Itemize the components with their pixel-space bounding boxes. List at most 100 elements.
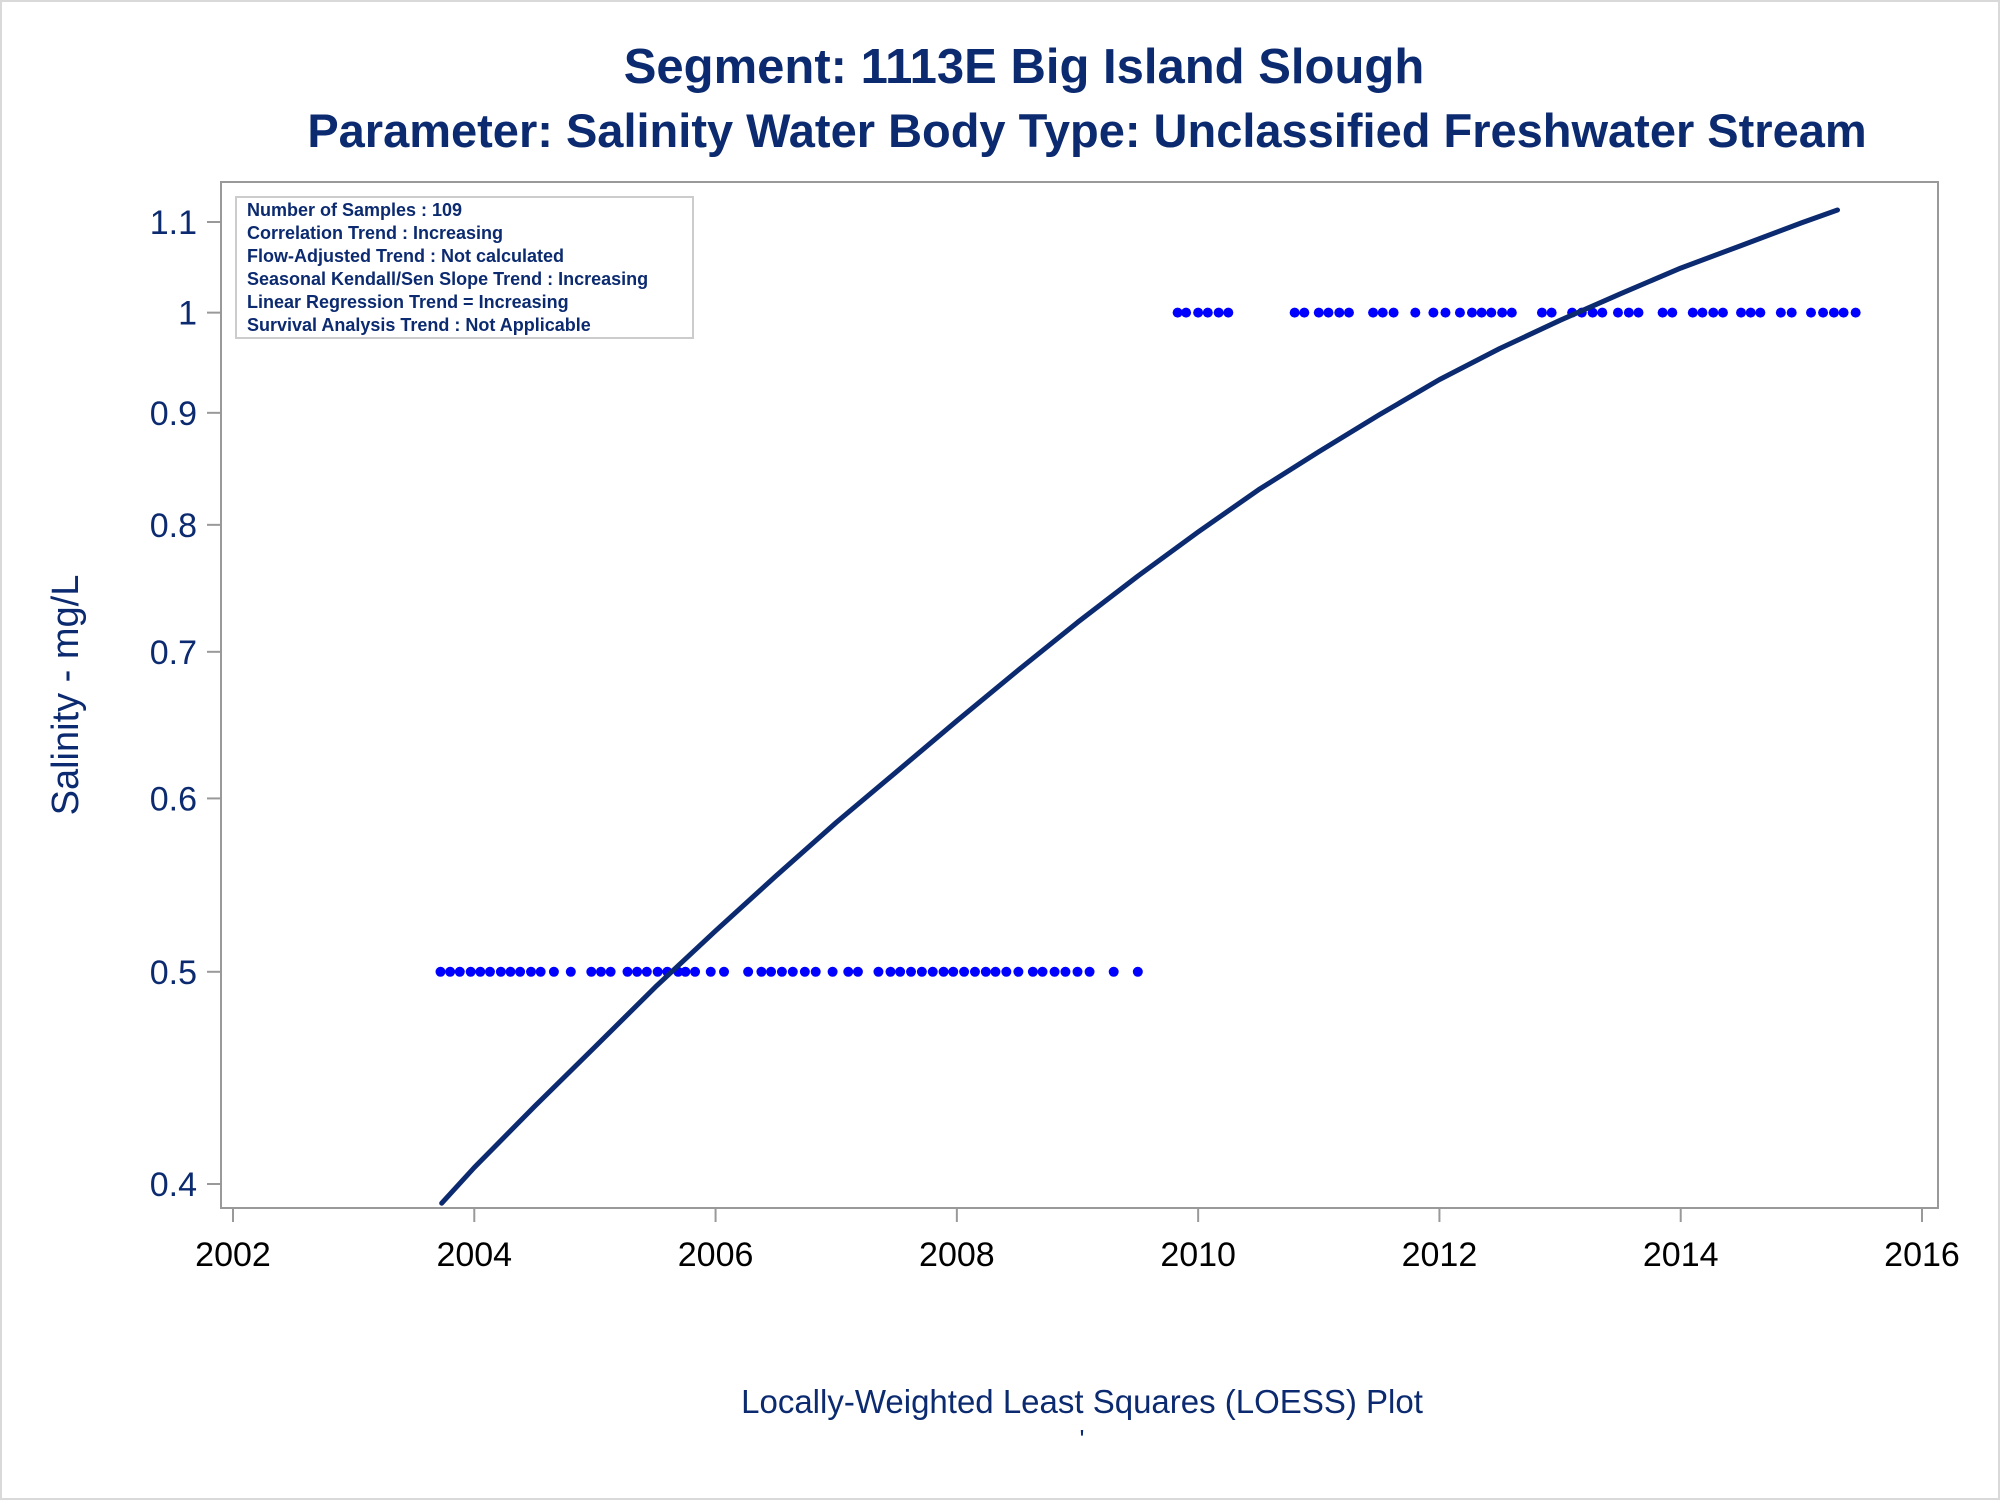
- stats-line-flow-adjusted: Flow-Adjusted Trend : Not calculated: [247, 246, 564, 266]
- data-point: [1440, 307, 1451, 318]
- data-point: [1428, 307, 1439, 318]
- footnote-mark: ': [1080, 1424, 1085, 1454]
- y-axis-label: Salinity - mg/L: [45, 575, 87, 816]
- data-point: [776, 966, 787, 977]
- stats-line-correlation: Correlation Trend : Increasing: [247, 223, 503, 243]
- y-tick-label: 0.6: [150, 780, 197, 818]
- data-point: [1506, 307, 1517, 318]
- data-point: [1049, 966, 1060, 977]
- x-tick-label: 2004: [436, 1236, 512, 1274]
- data-point: [1497, 307, 1508, 318]
- data-point: [843, 966, 854, 977]
- data-point: [586, 966, 597, 977]
- data-point: [1667, 307, 1678, 318]
- y-tick-label: 1.1: [150, 204, 197, 242]
- y-tick-label: 0.5: [150, 954, 197, 992]
- data-point: [1612, 307, 1623, 318]
- data-point: [535, 966, 546, 977]
- data-point: [1717, 307, 1728, 318]
- data-point: [1202, 307, 1213, 318]
- data-point: [525, 966, 536, 977]
- data-point: [873, 966, 884, 977]
- data-point: [1181, 307, 1192, 318]
- data-point: [948, 966, 959, 977]
- data-point: [959, 966, 970, 977]
- data-point: [1623, 307, 1634, 318]
- data-point: [990, 966, 1001, 977]
- data-point: [1687, 307, 1698, 318]
- data-point: [1013, 966, 1024, 977]
- data-point: [1343, 307, 1354, 318]
- x-tick-label: 2006: [678, 1236, 754, 1274]
- data-point: [1697, 307, 1708, 318]
- data-point: [595, 966, 606, 977]
- loess-line: [439, 207, 1840, 1206]
- data-point: [1786, 307, 1797, 318]
- data-point: [766, 966, 777, 977]
- data-point: [743, 966, 754, 977]
- data-point: [1806, 307, 1817, 318]
- data-point: [885, 966, 896, 977]
- stats-box: Number of Samples : 109 Correlation Tren…: [235, 196, 694, 339]
- data-point: [938, 966, 949, 977]
- data-point: [927, 966, 938, 977]
- data-point: [895, 966, 906, 977]
- y-tick-label: 0.4: [150, 1166, 197, 1204]
- data-point: [465, 966, 476, 977]
- loess-line-series: [439, 207, 1840, 1206]
- x-tick-label: 2002: [195, 1236, 271, 1274]
- data-point: [1476, 307, 1487, 318]
- data-point: [906, 966, 917, 977]
- data-point: [1132, 966, 1143, 977]
- data-point: [1454, 307, 1465, 318]
- data-point: [719, 966, 730, 977]
- data-point: [1818, 307, 1829, 318]
- stats-box-border: [235, 196, 694, 339]
- data-point: [916, 966, 927, 977]
- data-point: [680, 966, 691, 977]
- data-point: [1850, 307, 1861, 318]
- plot-area: [220, 181, 1939, 1209]
- data-point: [495, 966, 506, 977]
- data-point: [1299, 307, 1310, 318]
- data-point: [705, 966, 716, 977]
- data-point: [1368, 307, 1379, 318]
- scatter-series: [435, 307, 1861, 977]
- data-point: [1708, 307, 1719, 318]
- data-point: [1060, 966, 1071, 977]
- data-point: [1745, 307, 1756, 318]
- x-tick-label: 2008: [919, 1236, 995, 1274]
- data-point: [1108, 966, 1119, 977]
- data-point: [515, 966, 526, 977]
- data-point: [1313, 307, 1324, 318]
- data-point: [827, 966, 838, 977]
- data-point: [1027, 966, 1038, 977]
- data-point: [1193, 307, 1204, 318]
- x-tick-label: 2010: [1160, 1236, 1236, 1274]
- y-tick-label: 0.9: [150, 395, 197, 433]
- stats-line-linear-regression: Linear Regression Trend = Increasing: [247, 292, 569, 312]
- data-point: [475, 966, 486, 977]
- data-point: [622, 966, 633, 977]
- data-point: [980, 966, 991, 977]
- x-tick-label: 2016: [1884, 1236, 1960, 1274]
- data-point: [969, 966, 980, 977]
- y-axis: 0.4 0.5 0.6 0.7 0.8 0.9 1 1.1: [150, 204, 221, 1204]
- data-point: [1172, 307, 1183, 318]
- data-point: [652, 966, 663, 977]
- chart-subtitle: Parameter: Salinity Water Body Type: Unc…: [307, 104, 1866, 157]
- data-point: [1334, 307, 1345, 318]
- data-point: [787, 966, 798, 977]
- data-point: [690, 966, 701, 977]
- stats-line-survival: Survival Analysis Trend : Not Applicable: [247, 315, 591, 335]
- data-point: [1037, 966, 1048, 977]
- data-point: [1213, 307, 1224, 318]
- data-point: [1223, 307, 1234, 318]
- data-point: [1736, 307, 1747, 318]
- data-point: [548, 966, 559, 977]
- data-point: [1587, 307, 1598, 318]
- data-point: [641, 966, 652, 977]
- data-point: [1633, 307, 1644, 318]
- data-point: [1467, 307, 1478, 318]
